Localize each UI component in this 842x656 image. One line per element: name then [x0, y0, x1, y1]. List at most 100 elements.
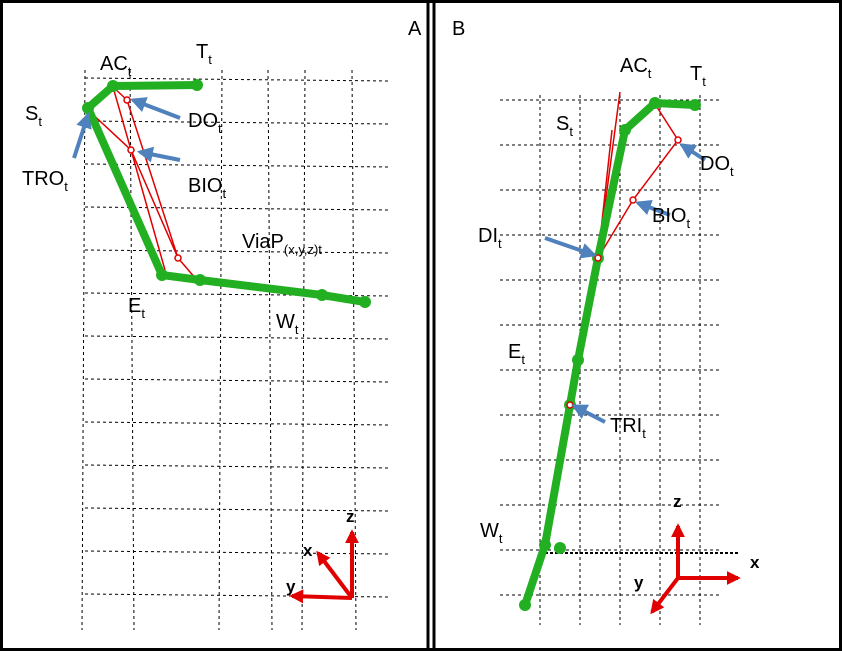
via-point [595, 255, 601, 261]
label-main: T [196, 41, 208, 63]
axis-label: x [750, 553, 760, 572]
label-sub: t [642, 426, 646, 441]
label-main: DO [700, 153, 730, 175]
grid-line [85, 551, 390, 554]
segment [525, 103, 695, 605]
label-sub: t [295, 322, 299, 337]
joint [554, 542, 566, 554]
point-label: DIt [478, 225, 502, 251]
grid-line [219, 70, 222, 630]
grid-line [85, 508, 390, 511]
axis-label: z [673, 492, 682, 511]
segment [88, 85, 365, 302]
point-label: TRIt [610, 415, 646, 441]
grid-line [268, 70, 272, 630]
label-sub: t [218, 121, 222, 136]
label-sub: t [686, 216, 690, 231]
joint [316, 289, 328, 301]
point-label: BIOt [652, 205, 690, 231]
label-sub: t [648, 66, 652, 81]
point-label: Tt [690, 63, 706, 89]
panel-letter: B [452, 18, 465, 40]
axis-label: y [634, 573, 644, 592]
joint [107, 80, 119, 92]
joint [359, 296, 371, 308]
point-label: St [556, 113, 573, 139]
label-sub: t [498, 236, 502, 251]
label-main: AC [620, 55, 648, 77]
axis-arrow [318, 553, 352, 598]
grid-line [85, 422, 390, 425]
panel-letter: A [408, 18, 422, 40]
via-point [128, 147, 134, 153]
label-sub: t [222, 186, 226, 201]
via-point [630, 197, 636, 203]
axis-label: y [286, 577, 296, 596]
label-main: DO [188, 110, 218, 132]
label-main: E [128, 295, 141, 317]
point-label: ACt [100, 53, 132, 79]
axis-label: x [303, 541, 313, 560]
label-main: DI [478, 225, 498, 247]
point-label: Et [128, 295, 145, 321]
point-label: DOt [700, 153, 734, 179]
via-point [567, 402, 573, 408]
grid-line [82, 70, 85, 630]
grid [82, 70, 720, 630]
grid-line [85, 250, 390, 253]
label-sub: t [702, 74, 706, 89]
joint [191, 79, 203, 91]
label-sub: t [38, 114, 42, 129]
label-main: BIO [652, 205, 686, 227]
joint [539, 539, 551, 551]
label-main: TRO [22, 168, 64, 190]
label-sub: t [141, 306, 145, 321]
label-main: S [556, 113, 569, 135]
label-main: S [25, 103, 38, 125]
label-sub: t [730, 164, 734, 179]
pointer-arrow [133, 100, 180, 118]
label-sub: t [208, 52, 212, 67]
joint [519, 599, 531, 611]
joint [619, 124, 631, 136]
grid-line [85, 121, 390, 124]
label-main: W [480, 520, 499, 542]
axis-arrow [292, 596, 352, 598]
axis-label: z [346, 507, 355, 526]
joint [82, 102, 94, 114]
point-label: Tt [196, 41, 212, 67]
joint [649, 97, 661, 109]
grid-line [85, 336, 390, 339]
joint [689, 99, 701, 111]
grid-line [85, 379, 390, 382]
point-label: Et [508, 341, 525, 367]
point-label: BIOt [188, 175, 226, 201]
label-sub: (x,y,z)t [284, 242, 322, 257]
label-main: BIO [188, 175, 222, 197]
pointer-arrow [74, 115, 88, 158]
label-sub: t [128, 64, 132, 79]
label-sub: t [569, 124, 573, 139]
point-label: DOt [188, 110, 222, 136]
label-sub: t [521, 352, 525, 367]
label-main: TRI [610, 415, 642, 437]
point-label: Wt [480, 520, 503, 546]
figure: AACtTtStDOtTROtBIOtViaP(x,y,z)tEtWtxyzBA… [0, 0, 842, 651]
shapes [74, 79, 740, 612]
label-main: E [508, 341, 521, 363]
point-label: ACt [620, 55, 652, 81]
joint [194, 274, 206, 286]
point-label: Wt [276, 311, 299, 337]
joint [156, 269, 168, 281]
point-label: St [25, 103, 42, 129]
pointer-arrow [574, 406, 605, 422]
label-main: AC [100, 53, 128, 75]
via-point [124, 97, 130, 103]
via-point [675, 137, 681, 143]
via-point [175, 255, 181, 261]
label-main: T [690, 63, 702, 85]
point-label: ViaP(x,y,z)t [242, 231, 322, 257]
label-main: ViaP [242, 231, 284, 253]
joint [572, 354, 584, 366]
label-main: W [276, 311, 295, 333]
